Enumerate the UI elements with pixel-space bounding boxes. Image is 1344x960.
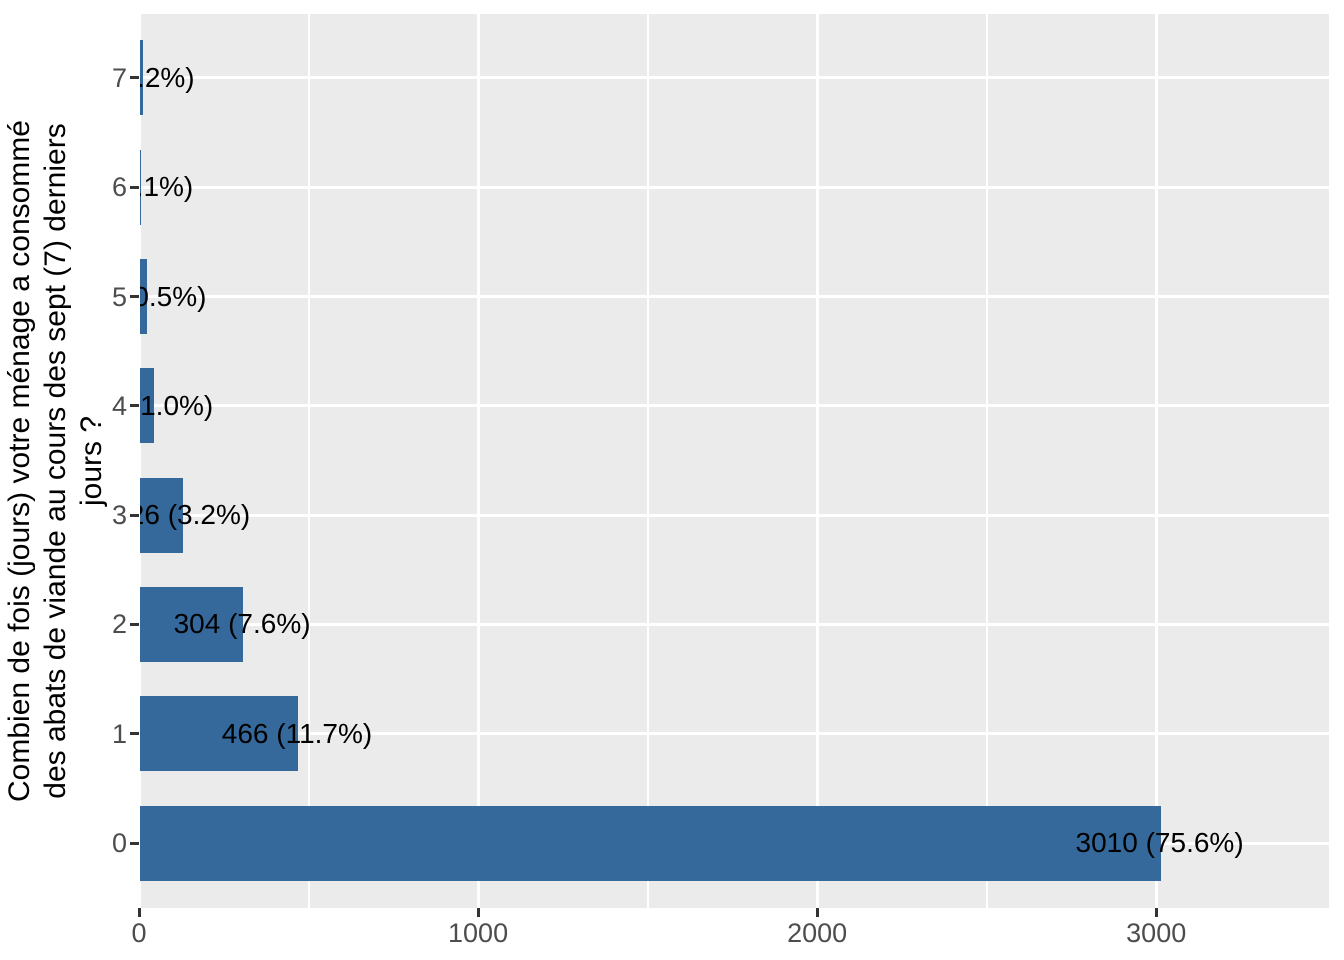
bar-category-6 xyxy=(140,149,142,225)
x-tick-mark xyxy=(137,908,141,917)
bar-category-1 xyxy=(140,696,298,772)
major-gridline-horizontal xyxy=(140,295,1329,298)
x-tick-mark xyxy=(476,908,480,917)
major-gridline-horizontal xyxy=(140,513,1329,517)
minor-gridline-vertical xyxy=(985,14,988,908)
major-gridline-horizontal xyxy=(140,404,1329,408)
y-tick-mark xyxy=(130,76,139,80)
bar-value-label: 304 (7.6%) xyxy=(173,608,311,640)
major-gridline-vertical xyxy=(140,14,141,908)
major-gridline-vertical xyxy=(476,14,480,908)
y-axis-title-line: Combien de fois (jours) votre ménage a c… xyxy=(3,120,36,802)
bar-value-label: 20 (0.5%) xyxy=(140,280,207,312)
plot-panel: 3010 (75.6%) 466 (11.7%) 304 (7.6%) 126 (3.… xyxy=(140,14,1329,908)
major-gridline-horizontal xyxy=(140,622,1329,626)
y-tick-label: 2 xyxy=(111,609,127,640)
major-gridline-horizontal xyxy=(140,185,1329,189)
bar-value-label: 3010 (75.6%) xyxy=(1075,827,1244,858)
bar-category-0 xyxy=(140,805,1161,881)
major-gridline-horizontal xyxy=(140,732,1329,736)
x-tick-label: 1000 xyxy=(448,918,509,948)
bar-category-5 xyxy=(140,259,147,334)
y-tick-label: 7 xyxy=(111,62,127,93)
x-tick-mark xyxy=(815,908,819,917)
bar-category-7 xyxy=(140,40,143,116)
y-tick-mark xyxy=(130,185,139,189)
y-tick-label: 0 xyxy=(111,828,127,858)
y-tick-label: 6 xyxy=(111,172,127,203)
y-axis-title-line: jours ? xyxy=(75,415,108,507)
x-tick-label: 2000 xyxy=(787,918,848,948)
minor-gridline-vertical xyxy=(646,14,649,908)
bar-category-4 xyxy=(140,368,154,444)
minor-gridline-vertical xyxy=(307,14,310,908)
y-tick-label: 4 xyxy=(111,390,127,421)
y-tick-mark xyxy=(130,841,139,845)
y-axis-title: Combien de fois (jours) votre ménage a c… xyxy=(2,0,110,941)
y-tick-label: 5 xyxy=(111,281,127,312)
major-gridline-vertical xyxy=(815,14,819,908)
bar-value-label: 40 (1.0%) xyxy=(140,389,214,421)
bar-value-label: 4 (0.1%) xyxy=(140,171,194,203)
x-tick-label: 0 xyxy=(131,918,147,948)
y-tick-mark xyxy=(130,622,139,626)
major-gridline-horizontal xyxy=(140,76,1329,80)
bar-value-label: 466 (11.7%) xyxy=(221,717,373,749)
y-tick-mark xyxy=(130,513,139,517)
y-tick-label: 3 xyxy=(111,500,127,531)
major-gridline-vertical xyxy=(1154,14,1158,908)
y-tick-mark xyxy=(130,295,139,298)
x-tick-label: 3000 xyxy=(1126,918,1187,948)
bar-value-label: 126 (3.2%) xyxy=(140,499,251,531)
y-tick-mark xyxy=(130,732,139,736)
bar-category-3 xyxy=(140,477,183,553)
x-tick-mark xyxy=(1154,908,1158,917)
y-tick-label: 1 xyxy=(111,718,127,749)
bar-category-2 xyxy=(140,586,244,662)
bar-value-label: 8 (0.2%) xyxy=(140,61,195,93)
y-axis-title-line: des abats de viande au cours des sept (7… xyxy=(39,123,72,799)
y-tick-mark xyxy=(130,404,139,408)
